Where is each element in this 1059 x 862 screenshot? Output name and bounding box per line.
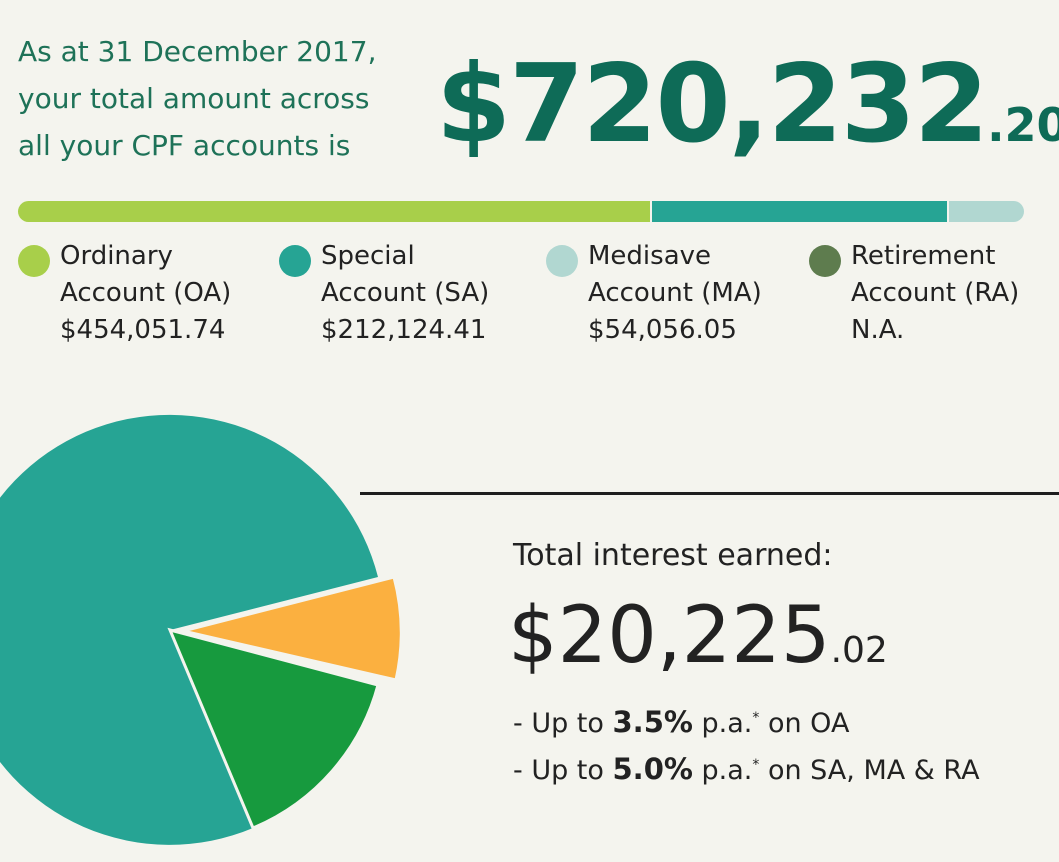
interest-rate-line-sa-ma-ra: - Up to 5.0% p.a.* on SA, MA & RA — [513, 752, 980, 786]
account-name: Account (MA) — [588, 278, 762, 308]
balance-bar-segment-oa — [18, 201, 650, 222]
interest-rate-value: 5.0% — [612, 752, 693, 786]
interest-rate-value: 3.5% — [612, 705, 693, 739]
pie-slice-orange — [182, 575, 403, 682]
pie-chart — [0, 414, 403, 845]
intro-line: your total amount across — [18, 82, 370, 115]
intro-line: As at 31 December 2017, — [18, 35, 377, 68]
summary-intro-text: As at 31 December 2017, your total amoun… — [18, 28, 418, 169]
interest-title: Total interest earned: — [513, 538, 833, 573]
footnote-mark: * — [752, 710, 760, 726]
account-name: Account (SA) — [321, 278, 490, 308]
balance-bar-segment-sa — [649, 201, 947, 222]
account-name: Account (RA) — [851, 278, 1020, 308]
account-balance-bar — [18, 201, 1024, 222]
account-name: Ordinary — [60, 241, 173, 271]
total-balance-whole: $720,232 — [436, 42, 989, 167]
account-amount: N.A. — [851, 315, 905, 345]
footnote-mark: * — [752, 757, 760, 773]
account-name: Medisave — [588, 241, 712, 271]
interest-rate-line-oa: - Up to 3.5% p.a.* on OA — [513, 705, 850, 739]
legend-dot-ra — [809, 245, 841, 277]
account-name: Special — [321, 241, 415, 271]
account-amount: $212,124.41 — [321, 315, 487, 345]
account-amount: $54,056.05 — [588, 315, 737, 345]
balance-bar-segment-ma — [946, 201, 1024, 222]
account-name: Account (OA) — [60, 278, 232, 308]
pie-slice-green — [167, 627, 380, 830]
interest-amount-cents: .02 — [830, 630, 888, 671]
legend-dot-ma — [546, 245, 578, 277]
pie-slice-teal — [0, 414, 378, 845]
legend-dot-sa — [279, 245, 311, 277]
total-balance: $720,232.20 — [436, 40, 1059, 170]
interest-amount-whole: $20,225 — [508, 591, 831, 681]
section-divider — [360, 492, 1059, 495]
interest-amount: $20,225.02 — [508, 590, 888, 682]
legend-dot-oa — [18, 245, 50, 277]
intro-line: all your CPF accounts is — [18, 129, 351, 162]
total-balance-cents: .20 — [987, 98, 1059, 152]
account-amount: $454,051.74 — [60, 315, 226, 345]
account-name: Retirement — [851, 241, 996, 271]
